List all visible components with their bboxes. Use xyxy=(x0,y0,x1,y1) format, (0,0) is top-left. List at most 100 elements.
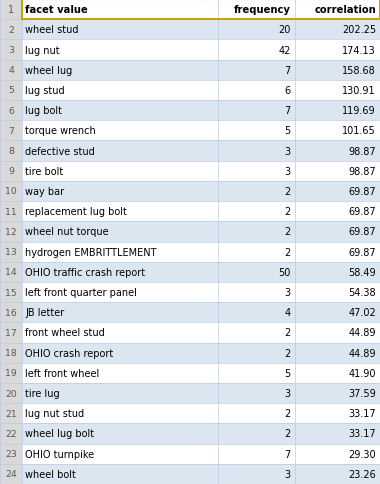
Bar xyxy=(218,202,294,222)
Text: left front wheel: left front wheel xyxy=(25,368,99,378)
Text: 6: 6 xyxy=(284,86,290,96)
Text: frequency: frequency xyxy=(234,5,290,15)
Text: lug nut: lug nut xyxy=(25,45,60,55)
Bar xyxy=(218,20,294,40)
Bar xyxy=(294,464,380,484)
Bar xyxy=(22,383,218,403)
Text: 11: 11 xyxy=(5,207,17,216)
Bar xyxy=(218,182,294,202)
Text: wheel nut torque: wheel nut torque xyxy=(25,227,109,237)
Text: JB letter: JB letter xyxy=(25,308,64,318)
Bar xyxy=(294,343,380,363)
Text: 5: 5 xyxy=(284,126,290,136)
Bar xyxy=(22,182,218,202)
Text: 47.02: 47.02 xyxy=(348,308,376,318)
Text: 7: 7 xyxy=(284,66,290,76)
Bar xyxy=(218,222,294,242)
Text: 130.91: 130.91 xyxy=(342,86,376,96)
Text: 2: 2 xyxy=(284,207,290,217)
Bar xyxy=(22,141,218,161)
Bar xyxy=(22,121,218,141)
Bar xyxy=(22,60,218,81)
Bar xyxy=(22,262,218,282)
Text: 29.30: 29.30 xyxy=(348,449,376,459)
Text: wheel lug bolt: wheel lug bolt xyxy=(25,429,94,439)
Text: way bar: way bar xyxy=(25,187,64,197)
Bar xyxy=(294,363,380,383)
Bar xyxy=(294,242,380,262)
Bar xyxy=(218,161,294,182)
Text: 2: 2 xyxy=(284,227,290,237)
Text: 7: 7 xyxy=(8,127,14,136)
Text: 19: 19 xyxy=(5,369,17,378)
Bar xyxy=(294,121,380,141)
Text: 20: 20 xyxy=(5,389,17,398)
Bar xyxy=(0,424,22,444)
Bar xyxy=(22,343,218,363)
Text: 202.25: 202.25 xyxy=(342,25,376,35)
Text: 44.89: 44.89 xyxy=(348,328,376,338)
Text: 3: 3 xyxy=(284,469,290,479)
Bar xyxy=(218,0,294,20)
Text: 2: 2 xyxy=(284,187,290,197)
Text: 37.59: 37.59 xyxy=(348,388,376,398)
Bar xyxy=(294,302,380,323)
Bar xyxy=(0,20,22,40)
Bar xyxy=(294,60,380,81)
Text: 4: 4 xyxy=(8,66,14,75)
Text: 6: 6 xyxy=(8,106,14,115)
Text: OHIO crash report: OHIO crash report xyxy=(25,348,113,358)
Bar xyxy=(294,182,380,202)
Text: 2: 2 xyxy=(284,429,290,439)
Bar xyxy=(0,464,22,484)
Text: 69.87: 69.87 xyxy=(348,227,376,237)
Bar xyxy=(22,444,218,464)
Text: 158.68: 158.68 xyxy=(342,66,376,76)
Bar xyxy=(0,81,22,101)
Bar xyxy=(22,40,218,60)
Bar xyxy=(218,242,294,262)
Text: defective stud: defective stud xyxy=(25,146,95,156)
Text: replacement lug bolt: replacement lug bolt xyxy=(25,207,127,217)
Text: 14: 14 xyxy=(5,268,17,277)
Text: wheel stud: wheel stud xyxy=(25,25,79,35)
Text: 58.49: 58.49 xyxy=(348,267,376,277)
Text: wheel lug: wheel lug xyxy=(25,66,72,76)
Text: 8: 8 xyxy=(8,147,14,156)
Text: 42: 42 xyxy=(278,45,290,55)
Bar xyxy=(22,0,218,20)
Bar xyxy=(0,121,22,141)
Text: 98.87: 98.87 xyxy=(348,146,376,156)
Bar xyxy=(218,40,294,60)
Bar xyxy=(294,383,380,403)
Bar xyxy=(218,121,294,141)
Text: 2: 2 xyxy=(284,247,290,257)
Text: 1: 1 xyxy=(8,5,14,15)
Bar xyxy=(0,262,22,282)
Bar xyxy=(294,202,380,222)
Bar xyxy=(218,81,294,101)
Text: 3: 3 xyxy=(284,166,290,176)
Bar xyxy=(0,302,22,323)
Bar xyxy=(218,383,294,403)
Text: left front quarter panel: left front quarter panel xyxy=(25,287,137,297)
Text: 41.90: 41.90 xyxy=(348,368,376,378)
Bar xyxy=(0,182,22,202)
Bar xyxy=(294,81,380,101)
Text: 23.26: 23.26 xyxy=(348,469,376,479)
Text: front wheel stud: front wheel stud xyxy=(25,328,105,338)
Text: 10: 10 xyxy=(5,187,17,196)
Text: 54.38: 54.38 xyxy=(348,287,376,297)
Text: OHIO traffic crash report: OHIO traffic crash report xyxy=(25,267,145,277)
Bar xyxy=(294,323,380,343)
Bar xyxy=(218,363,294,383)
Text: 69.87: 69.87 xyxy=(348,247,376,257)
Bar xyxy=(294,424,380,444)
Text: 9: 9 xyxy=(8,167,14,176)
Bar xyxy=(294,20,380,40)
Bar xyxy=(22,161,218,182)
Text: OHIO turnpike: OHIO turnpike xyxy=(25,449,94,459)
Bar xyxy=(0,60,22,81)
Bar xyxy=(22,363,218,383)
Text: tire bolt: tire bolt xyxy=(25,166,63,176)
